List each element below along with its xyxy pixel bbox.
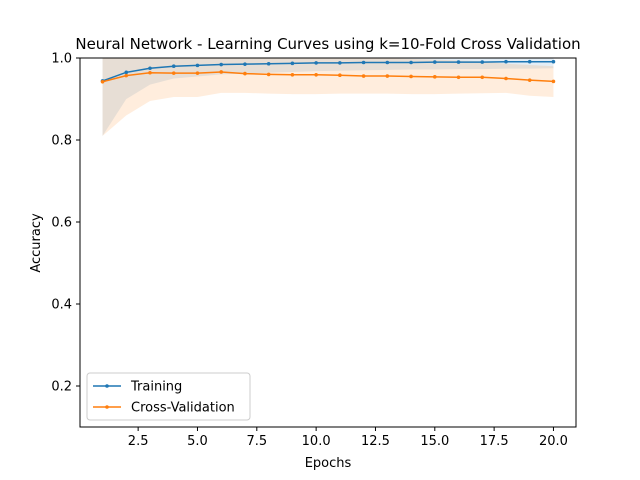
data-point-training [171, 64, 176, 68]
legend-label-cross-validation: Cross-Validation [131, 401, 235, 416]
x-tick-label: 2.5 [128, 434, 149, 449]
data-point-cross-validation [100, 79, 105, 84]
x-tick-label: 17.5 [480, 434, 509, 449]
x-tick-label: 12.5 [361, 434, 390, 449]
data-point-training [504, 59, 508, 64]
series-line-cross-validation [102, 71, 554, 83]
x-tick-label: 20.0 [539, 434, 568, 449]
y-tick-label: 1.0 [51, 52, 72, 67]
y-axis-label: Accuracy [29, 213, 44, 273]
legend: Training Cross-Validation [86, 372, 251, 421]
data-point-cross-validation [551, 79, 556, 84]
data-point-cross-validation [338, 73, 342, 78]
data-point-cross-validation [243, 71, 247, 76]
data-point-training [195, 63, 200, 68]
data-point-cross-validation [171, 71, 176, 75]
legend-marker-training [105, 384, 109, 388]
data-point-training [148, 66, 152, 71]
data-point-training [385, 60, 390, 65]
data-point-cross-validation [361, 74, 366, 78]
data-point-training [527, 59, 532, 64]
plot-frame [79, 57, 577, 428]
data-point-training [551, 59, 556, 64]
data-point-cross-validation [504, 76, 508, 81]
legend-label-training: Training [130, 380, 182, 395]
x-tick-label: 5.0 [187, 434, 208, 449]
data-point-training [456, 60, 461, 64]
data-point-training [480, 60, 485, 64]
data-point-cross-validation [385, 74, 390, 78]
data-point-cross-validation [409, 74, 413, 79]
y-tick-label: 0.6 [51, 216, 72, 231]
data-point-cross-validation [124, 73, 129, 78]
data-point-cross-validation [432, 75, 437, 79]
legend-marker-cross-validation [105, 405, 109, 409]
data-point-training [432, 60, 437, 64]
data-point-cross-validation [456, 75, 461, 80]
data-point-cross-validation [314, 73, 318, 77]
data-point-cross-validation [480, 75, 485, 80]
data-point-training [409, 60, 413, 65]
series-line-training [102, 60, 554, 82]
x-tick-label: 10.0 [302, 434, 331, 449]
data-point-cross-validation [527, 78, 532, 82]
data-point-training [266, 61, 271, 66]
x-tick-label: 15.0 [420, 434, 449, 449]
data-point-training [124, 70, 129, 75]
y-tick-label: 0.8 [51, 134, 72, 149]
data-point-cross-validation [195, 71, 200, 75]
data-point-training [314, 61, 318, 65]
y-tick-label: 0.4 [51, 298, 72, 313]
data-point-training [243, 62, 247, 66]
data-point-training [361, 60, 366, 65]
data-point-training [219, 62, 224, 67]
data-point-cross-validation [290, 73, 295, 77]
y-tick-label: 0.2 [51, 380, 72, 395]
data-point-training [338, 61, 342, 65]
x-tick-label: 7.5 [246, 434, 267, 449]
x-axis-label: Epochs [305, 456, 352, 471]
band-training [102, 58, 554, 136]
data-point-training [290, 61, 295, 66]
chart-title: Neural Network - Learning Curves using k… [75, 35, 580, 53]
data-point-cross-validation [266, 72, 271, 77]
data-point-cross-validation [148, 70, 152, 75]
legend-box [86, 372, 251, 421]
data-point-cross-validation [219, 70, 224, 74]
